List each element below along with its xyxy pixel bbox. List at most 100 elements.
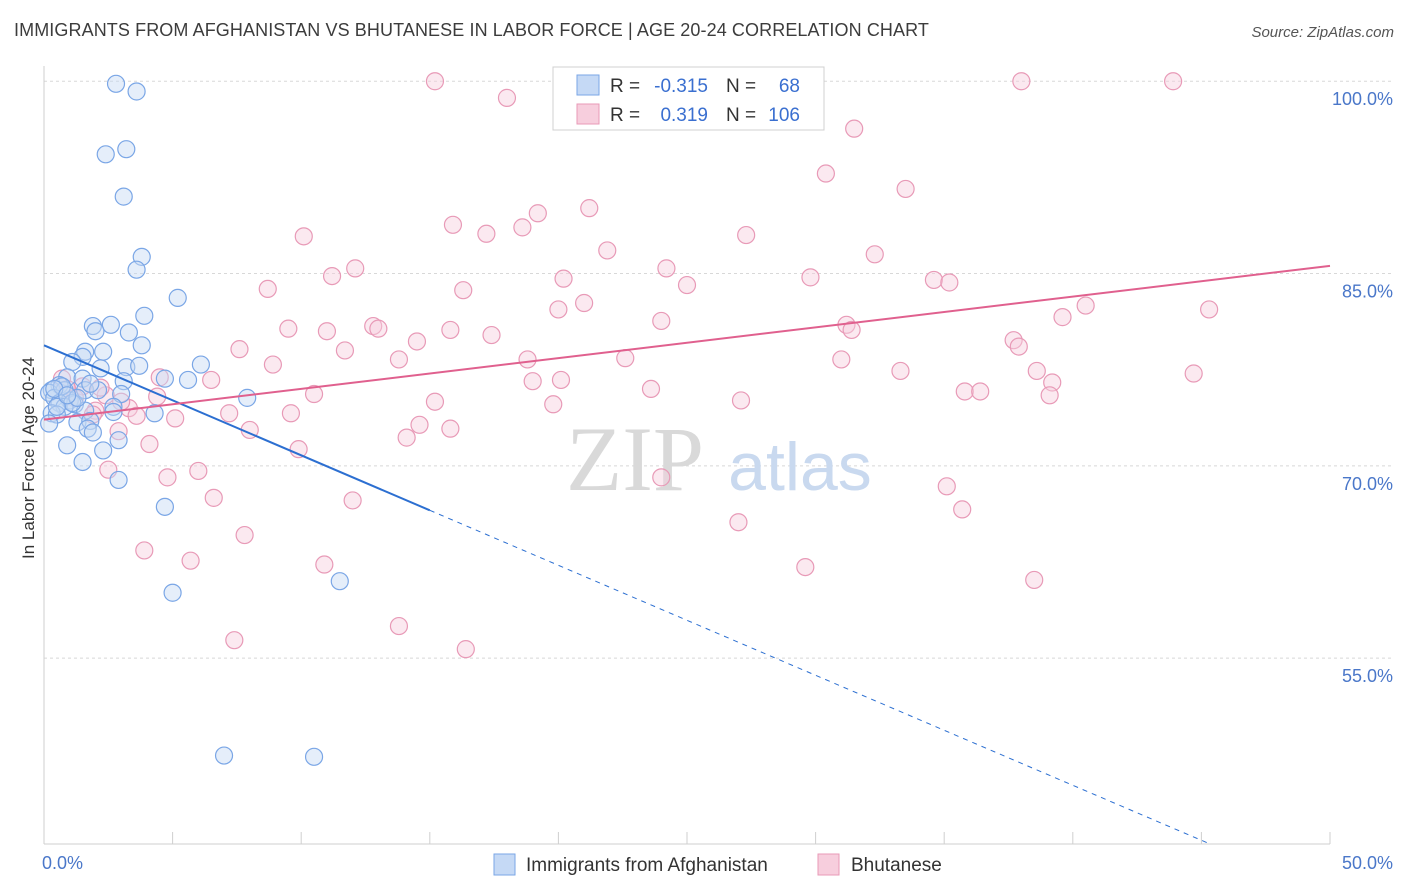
bhutanese-point xyxy=(389,350,409,369)
bhutanese-point xyxy=(258,279,277,299)
chart-title: IMMIGRANTS FROM AFGHANISTAN VS BHUTANESE… xyxy=(14,20,929,40)
bhutanese-point xyxy=(1200,300,1219,319)
afghanistan-trend-extension xyxy=(429,509,1211,845)
bhutanese-point xyxy=(189,461,208,481)
bhutanese-point xyxy=(554,269,573,288)
bhutanese-trend-line xyxy=(43,264,1331,421)
afghanistan-point xyxy=(130,356,149,375)
bhutanese-point xyxy=(1009,337,1028,356)
bhutanese-point xyxy=(551,370,571,390)
bhutanese-point xyxy=(220,404,239,423)
bhutanese-point xyxy=(523,372,542,391)
bhutanese-point xyxy=(127,406,146,425)
bhutanese-point xyxy=(1040,386,1059,405)
bhutanese-point xyxy=(263,355,283,374)
bhutanese-point xyxy=(158,468,177,487)
bhutanese-point xyxy=(971,382,990,401)
afghanistan-point xyxy=(214,746,234,765)
bhutanese-point xyxy=(279,319,298,338)
afghanistan-point xyxy=(68,413,87,432)
watermark-atlas: atlas xyxy=(728,429,872,505)
bhutanese-point xyxy=(729,513,748,532)
afghanistan-point xyxy=(145,404,164,423)
afghanistan-point xyxy=(330,572,349,591)
bhutanese-point xyxy=(575,293,594,313)
bhutanese-point xyxy=(842,320,861,340)
bhutanese-point xyxy=(140,434,159,454)
y-tick-label: 55.0% xyxy=(1342,666,1393,686)
afghanistan-point xyxy=(58,386,77,405)
bhutanese-point xyxy=(497,88,517,107)
afghanistan-point xyxy=(94,441,113,460)
bhutanese-point xyxy=(482,325,501,345)
afghanistan-point xyxy=(83,423,102,442)
bhutanese-point xyxy=(865,245,884,264)
x-tick-label: 50.0% xyxy=(1342,853,1393,873)
afghanistan-point xyxy=(47,397,66,416)
bottom-legend-bhutanese: Bhutanese xyxy=(851,855,942,876)
afghanistan-point xyxy=(109,470,128,490)
bhutanese-point xyxy=(1164,72,1183,91)
afghanistan-points xyxy=(40,74,349,766)
afghanistan-point xyxy=(163,583,182,602)
afghanistan-point xyxy=(119,323,138,342)
bhutanese-point xyxy=(343,491,362,510)
afghanistan-point xyxy=(191,355,210,374)
bhutanese-point xyxy=(1184,364,1203,383)
afghanistan-point xyxy=(58,436,77,455)
legend-n-value: 68 xyxy=(779,76,800,97)
afghanistan-point xyxy=(96,145,115,164)
afghanistan-point xyxy=(114,187,133,206)
bhutanese-point xyxy=(443,215,463,234)
afghanistan-point xyxy=(68,388,87,407)
bhutanese-point xyxy=(1053,308,1072,327)
bhutanese-point xyxy=(937,477,956,496)
bhutanese-point xyxy=(456,640,475,659)
bhutanese-point xyxy=(389,616,409,636)
afghanistan-point xyxy=(127,260,146,279)
bhutanese-point xyxy=(801,268,820,287)
bhutanese-point xyxy=(513,218,532,237)
bhutanese-point xyxy=(454,281,473,300)
bhutanese-point xyxy=(425,392,445,411)
bhutanese-point xyxy=(832,350,851,369)
legend-n-value: 106 xyxy=(768,105,800,126)
afghanistan-point xyxy=(83,316,102,336)
bhutanese-point xyxy=(953,500,972,519)
bhutanese-point xyxy=(225,631,244,650)
afghanistan-point xyxy=(86,322,105,341)
axes xyxy=(43,66,1331,845)
afghanistan-point xyxy=(73,452,92,472)
bhutanese-point xyxy=(346,259,365,278)
bhutanese-point xyxy=(845,119,864,138)
bhutanese-point xyxy=(335,341,355,360)
bhutanese-point xyxy=(181,551,200,570)
bhutanese-point xyxy=(580,199,599,218)
bhutanese-point xyxy=(1076,296,1095,315)
bhutanese-point xyxy=(202,370,221,390)
bhutanese-point xyxy=(369,319,388,338)
legend-r-value: -0.315 xyxy=(654,76,708,97)
afghanistan-point xyxy=(155,497,174,516)
bhutanese-point xyxy=(477,224,496,243)
afghanistan-point xyxy=(76,342,95,361)
bhutanese-point xyxy=(518,350,537,369)
afghanistan-trend-line xyxy=(43,344,431,512)
bhutanese-point xyxy=(652,468,671,487)
afghanistan-point xyxy=(63,352,82,372)
bhutanese-points xyxy=(52,72,1219,659)
bhutanese-point xyxy=(677,275,697,295)
afghanistan-point xyxy=(304,747,324,766)
bhutanese-point xyxy=(397,428,416,447)
bhutanese-point xyxy=(304,384,324,404)
bottom-legend-swatch-afghanistan xyxy=(493,853,516,876)
afghanistan-point xyxy=(178,370,198,390)
legend-swatch-afghanistan xyxy=(576,74,600,96)
afghanistan-point xyxy=(132,336,151,355)
bottom-legend-swatch-bhutanese xyxy=(817,853,840,876)
bhutanese-point xyxy=(598,241,617,260)
y-axis-label: In Labor Force | Age 20-24 xyxy=(19,357,38,559)
bhutanese-point xyxy=(940,273,959,292)
bhutanese-point xyxy=(235,525,254,545)
